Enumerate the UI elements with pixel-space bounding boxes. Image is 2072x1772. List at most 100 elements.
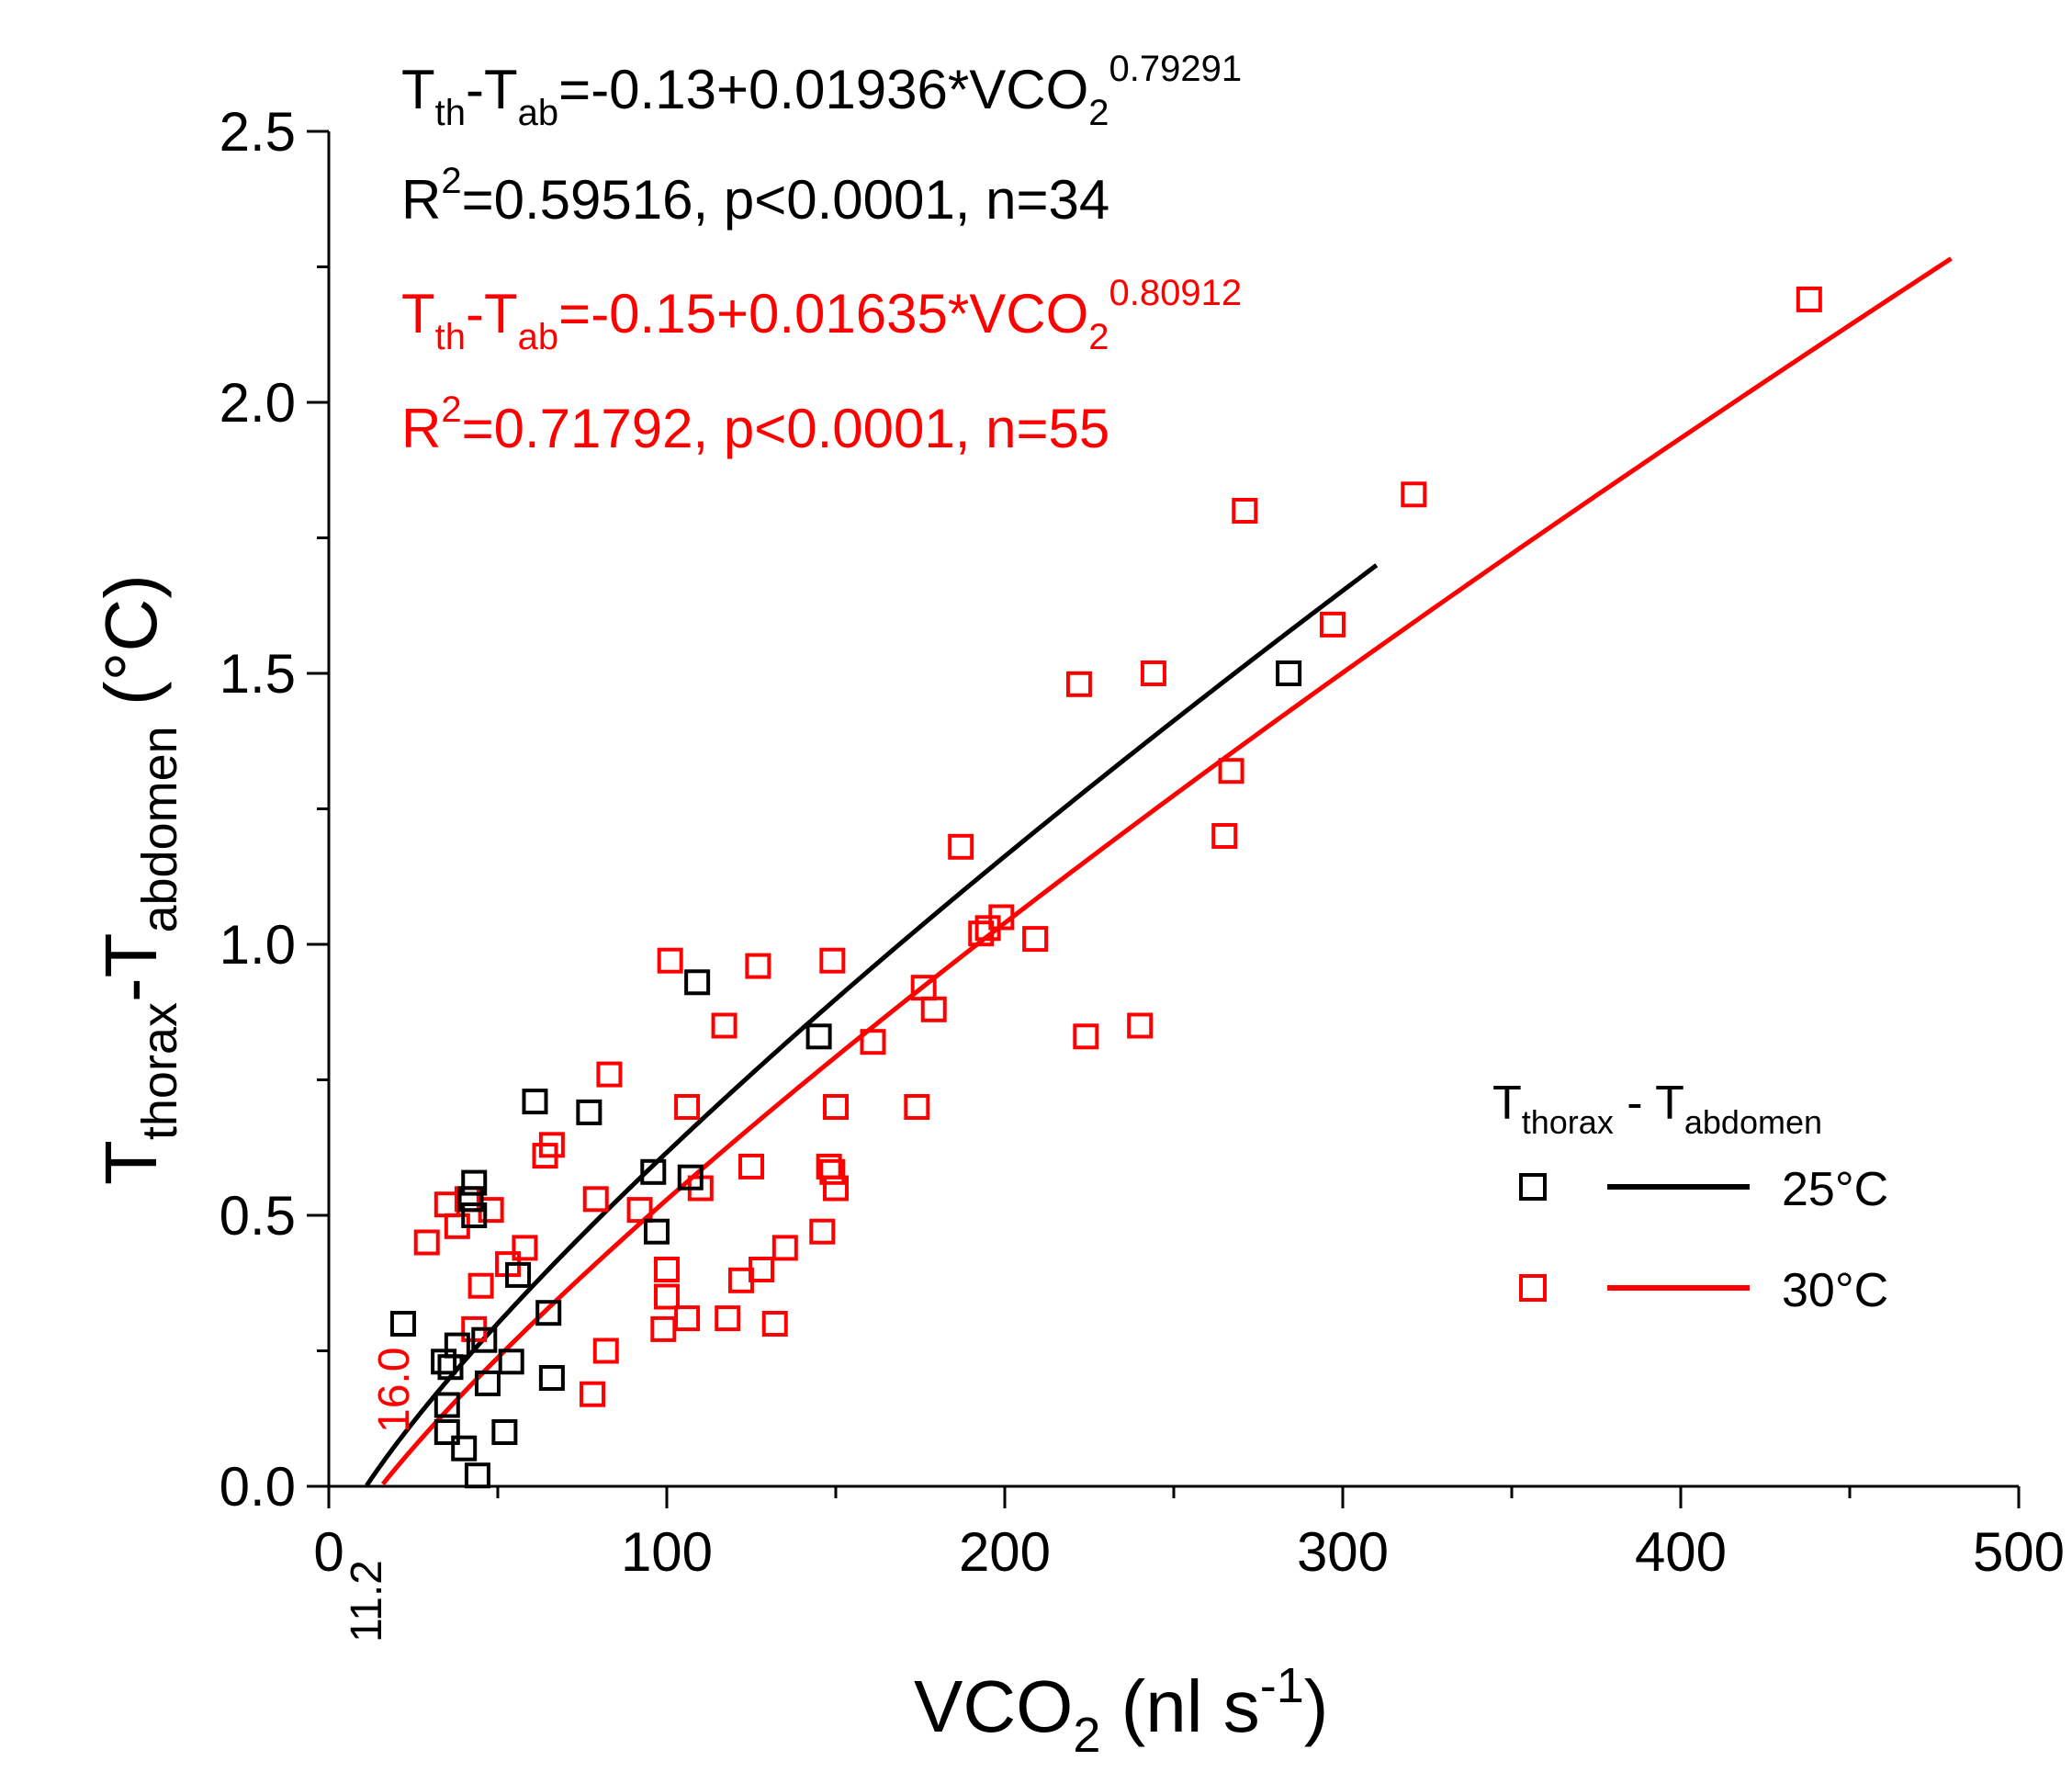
data-point-25c: [431, 1349, 457, 1375]
data-point-30c: [860, 1029, 886, 1055]
data-point-30c: [1232, 498, 1258, 524]
data-point-30c: [948, 833, 974, 860]
legend-label-30c: 30°C: [1782, 1264, 1888, 1317]
data-point-25c: [444, 1332, 470, 1359]
x-tick-label: 100: [621, 1521, 713, 1583]
data-point-30c: [1065, 671, 1092, 697]
data-point-25c: [498, 1349, 524, 1375]
data-point-30c: [580, 1381, 606, 1407]
data-point-30c: [413, 1229, 440, 1256]
data-point-30c: [1073, 1023, 1099, 1050]
data-point-30c: [761, 1311, 788, 1337]
x-tick-label: 0: [313, 1521, 343, 1583]
axis-ticks: [307, 130, 2021, 1508]
data-point-30c: [749, 1257, 775, 1282]
data-point-30c: [771, 1235, 798, 1261]
data-point-25c: [643, 1218, 670, 1245]
y-tick-labels: 0.0 0.5 1.0 1.5 2.0 2.5: [220, 101, 296, 1518]
data-point-30c: [819, 947, 846, 974]
legend-label-25c: 25°C: [1782, 1163, 1888, 1216]
data-point-30c: [920, 996, 947, 1022]
equation-black-line1: Tth-Tab=-0.13+0.01936*VCO20.79291: [401, 49, 1242, 133]
equation-red-line2: R2=0.71792, p<0.0001, n=55: [401, 389, 1109, 459]
data-point-30c: [823, 1175, 849, 1202]
data-point-30c: [1127, 1012, 1154, 1039]
data-point-30c: [968, 920, 995, 947]
data-point-30c: [1218, 758, 1244, 784]
data-point-30c: [1211, 823, 1238, 849]
data-point-30c: [592, 1337, 619, 1364]
data-point-30c: [650, 1315, 677, 1342]
data-point-25c: [461, 1202, 488, 1228]
data-point-25c: [1276, 660, 1302, 686]
y-axis-title: Tthorax-Tabdomen (°C): [90, 574, 187, 1185]
data-point-25c: [538, 1365, 565, 1391]
data-point-25c: [451, 1435, 478, 1462]
data-point-30c: [582, 1186, 609, 1213]
data-point-30c: [512, 1235, 538, 1261]
data-point-25c: [461, 1169, 488, 1196]
x-tick-label: 500: [1973, 1521, 2065, 1583]
data-point-30c: [674, 1305, 701, 1332]
data-point-30c: [904, 1094, 930, 1120]
x-tick-label: 200: [959, 1521, 1051, 1583]
data-point-25c: [805, 1023, 832, 1050]
data-point-25c: [464, 1462, 490, 1489]
data-point-30c: [538, 1132, 565, 1158]
x-intercept-label-red: 16.0: [370, 1348, 419, 1433]
data-point-25c: [677, 1164, 704, 1191]
fit-line-25c: [365, 563, 1379, 1487]
data-point-30c: [674, 1094, 701, 1120]
data-point-25c: [522, 1089, 548, 1115]
x-tick-label: 300: [1297, 1521, 1389, 1583]
x-tick-labels: 0 100 200 300 400 500: [313, 1521, 2065, 1583]
data-point-30c: [657, 947, 683, 974]
data-point-25c: [471, 1326, 498, 1353]
data-point-30c: [626, 1197, 653, 1224]
legend-title: Tthorax - Tabdomen: [1492, 1077, 1822, 1141]
data-point-25c: [576, 1099, 602, 1125]
data-point-30c: [1796, 286, 1822, 312]
equation-red-line1: Tth-Tab=-0.15+0.01635*VCO20.80912: [401, 273, 1242, 357]
data-point-30c: [823, 1094, 849, 1120]
x-intercept-label-black: 11.2: [343, 1560, 391, 1642]
series-30c-points: [413, 286, 1822, 1407]
data-point-25c: [434, 1419, 460, 1445]
data-point-30c: [745, 953, 771, 979]
legend-marker-25c: [1519, 1173, 1547, 1201]
data-point-30c: [654, 1257, 680, 1282]
y-tick-label: 2.0: [220, 372, 296, 434]
legend-marker-30c: [1519, 1274, 1547, 1302]
data-point-30c: [809, 1218, 836, 1245]
data-point-25c: [457, 1186, 484, 1213]
data-point-30c: [738, 1153, 764, 1179]
data-point-30c: [654, 1283, 680, 1310]
data-point-25c: [684, 969, 711, 996]
data-point-25c: [535, 1300, 562, 1326]
y-tick-label: 1.5: [220, 643, 296, 705]
data-point-30c: [467, 1272, 494, 1299]
data-point-25c: [434, 1392, 460, 1418]
x-axis-title: VCO2 (nl s-1): [914, 1658, 1328, 1763]
data-point-30c: [988, 904, 1015, 931]
data-point-30c: [1319, 611, 1346, 638]
data-point-25c: [491, 1419, 518, 1445]
data-point-30c: [819, 1158, 846, 1185]
x-tick-label: 400: [1635, 1521, 1727, 1583]
data-point-30c: [715, 1305, 741, 1332]
data-point-30c: [1022, 926, 1049, 953]
data-point-30c: [1140, 660, 1166, 686]
series-25c-points: [389, 660, 1302, 1489]
y-tick-label: 0.0: [220, 1456, 296, 1518]
data-point-25c: [474, 1370, 501, 1396]
y-tick-label: 0.5: [220, 1185, 296, 1247]
data-point-25c: [389, 1311, 416, 1337]
data-point-25c: [505, 1261, 532, 1288]
equation-black-line2: R2=0.59516, p<0.0001, n=34: [401, 161, 1109, 231]
data-point-30c: [596, 1061, 623, 1088]
y-tick-label: 2.5: [220, 101, 296, 163]
data-point-25c: [640, 1158, 667, 1185]
y-tick-label: 1.0: [220, 914, 296, 976]
data-point-30c: [711, 1012, 738, 1039]
